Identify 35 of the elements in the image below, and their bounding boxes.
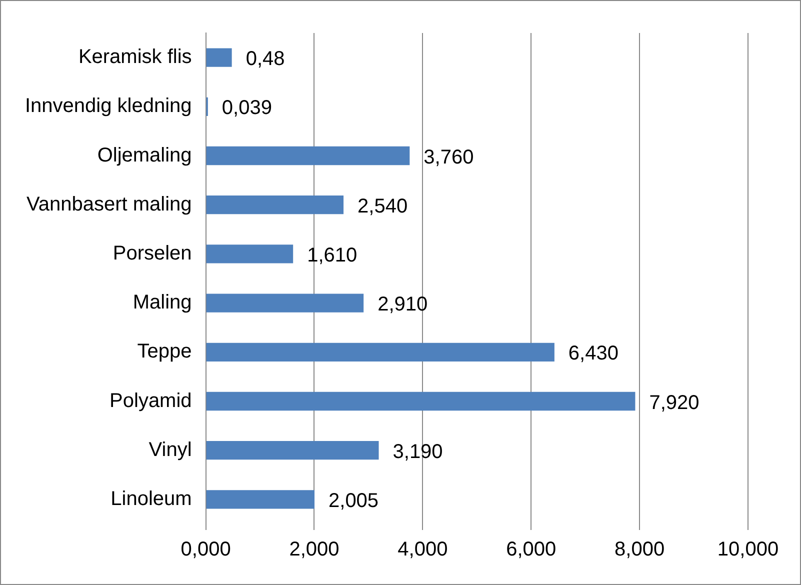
bar [206,196,344,214]
y-tick-label: Maling [132,292,192,314]
y-tick-label: Keramisk flis [78,46,192,68]
bar [206,441,379,460]
data-label: 1,610 [307,244,358,266]
data-label: 0,039 [222,97,272,120]
bar [206,392,636,411]
y-tick-label: Oljemaling [97,144,192,166]
y-tick-label: Teppe [137,340,192,363]
data-label: 2,540 [358,195,408,218]
data-label: 3,760 [424,146,474,168]
x-tick-label: 2,000 [289,538,340,561]
x-tick-label: 4,000 [398,538,448,561]
data-label: 0,48 [246,48,285,70]
bar [206,490,315,509]
bar [206,342,554,362]
y-tick-label: Vinyl [148,438,192,461]
bar [206,244,294,264]
y-tick-label: Linoleum [110,488,192,510]
data-label: 2,005 [328,490,379,512]
y-tick-label: Innvendig kledning [25,95,192,118]
data-label: 2,910 [378,294,428,316]
y-tick-label: Porselen [112,242,192,264]
x-tick-label: 10,000 [717,538,779,561]
data-label: 7,920 [649,392,700,414]
x-tick-label: 6,000 [506,538,556,561]
y-tick-label: Polyamid [110,390,192,412]
x-tick-label: 8,000 [614,538,665,561]
data-label: 6,430 [568,342,618,365]
x-tick-label: 0,000 [180,538,231,561]
bar [206,294,364,312]
data-label: 3,190 [392,440,443,463]
bar [206,146,410,166]
bar [206,48,232,67]
y-tick-label: Vannbasert maling [26,193,192,216]
